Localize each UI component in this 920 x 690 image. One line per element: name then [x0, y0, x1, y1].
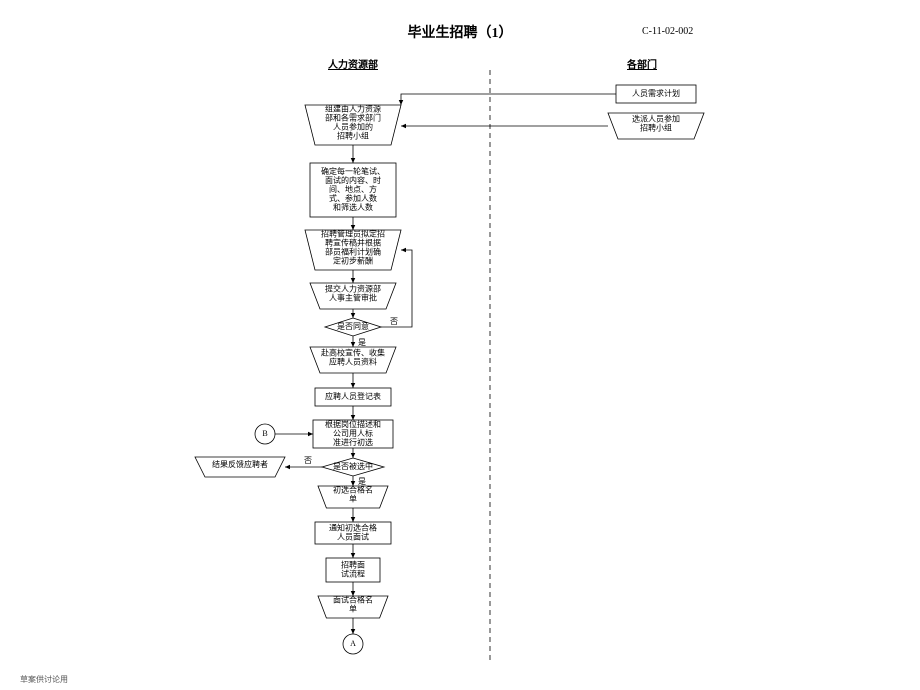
- svg-text:招聘面试流程: 招聘面试流程: [341, 559, 365, 578]
- svg-text:初选合格名单: 初选合格名单: [333, 484, 373, 503]
- svg-text:面试合格名单: 面试合格名单: [333, 594, 373, 613]
- svg-text:是: 是: [358, 338, 366, 347]
- svg-text:是否同意: 是否同意: [337, 321, 369, 331]
- svg-text:结果反馈应聘者: 结果反馈应聘者: [212, 459, 268, 469]
- svg-text:是: 是: [358, 477, 366, 486]
- svg-text:赴高校宣传、收集应聘人员资料: 赴高校宣传、收集应聘人员资料: [321, 347, 385, 366]
- svg-text:招聘管理员拟定招聘宣传稿并根据部员福利计划确定初步薪酬: 招聘管理员拟定招聘宣传稿并根据部员福利计划确定初步薪酬: [321, 228, 385, 265]
- svg-text:确定每一轮笔试、面试的内容、时间、地点、方式、参加人数和筛选: 确定每一轮笔试、面试的内容、时间、地点、方式、参加人数和筛选人数: [321, 166, 385, 212]
- svg-text:提交人力资源部人事主管审批: 提交人力资源部人事主管审批: [325, 283, 381, 302]
- svg-text:A: A: [350, 639, 356, 648]
- svg-text:选派人员参加招聘小组: 选派人员参加招聘小组: [632, 113, 680, 132]
- svg-text:B: B: [262, 429, 267, 438]
- svg-text:组建由人力资源部和各需求部门人员参加的招聘小组: 组建由人力资源部和各需求部门人员参加的招聘小组: [325, 103, 381, 140]
- flowchart-svg: 人员需求计划选派人员参加招聘小组 组建由人力资源部和各需求部门人员参加的招聘小组确…: [0, 0, 920, 690]
- svg-text:通知初选合格人员面试: 通知初选合格人员面试: [329, 522, 377, 541]
- svg-text:否: 否: [390, 317, 398, 326]
- svg-text:人员需求计划: 人员需求计划: [632, 88, 680, 98]
- svg-text:应聘人员登记表: 应聘人员登记表: [325, 391, 381, 401]
- flowchart-canvas: 毕业生招聘（1） C-11-02-002 人力资源部 各部门 草案供讨论用 人员…: [0, 0, 920, 690]
- svg-text:根据岗位描述和公司用人标准进行初选: 根据岗位描述和公司用人标准进行初选: [325, 419, 381, 447]
- svg-text:是否被选中: 是否被选中: [333, 461, 373, 471]
- svg-text:否: 否: [304, 456, 312, 465]
